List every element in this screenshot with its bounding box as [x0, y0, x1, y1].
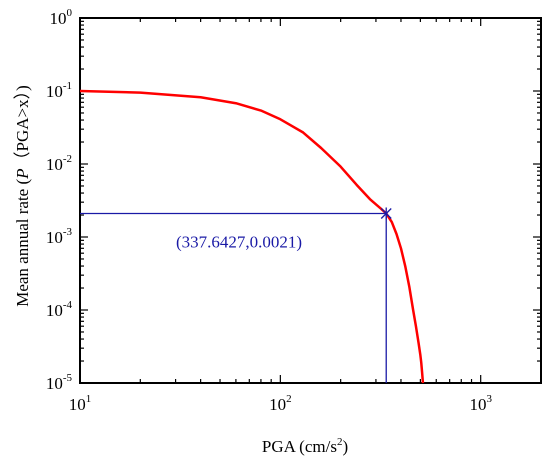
axes-frame — [79, 17, 542, 384]
y-tick-label: 10-3 — [46, 226, 73, 247]
y-tick-label: 10-4 — [46, 299, 73, 320]
x-tick-label: 103 — [469, 393, 492, 414]
y-tick-label: 10-1 — [46, 80, 72, 101]
x-axis-label: PGA (cm/s2) — [262, 436, 348, 456]
y-axis-label: Mean annual rate (P（PGA>x）) — [13, 85, 32, 307]
x-tick-label: 101 — [69, 393, 92, 414]
y-tick-label: 10-2 — [46, 153, 72, 174]
marker-label: (337.6427,0.0021) — [176, 232, 302, 251]
plot-area: 101 102 103 100 10-1 10-2 10-3 10-4 10-5 (337.642… — [46, 7, 542, 414]
x-tick-label: 102 — [269, 393, 292, 414]
y-tick-label: 100 — [50, 7, 73, 28]
x-axis-label-superscript: 2 — [337, 436, 343, 448]
y-tick-label: 10-5 — [46, 372, 73, 393]
